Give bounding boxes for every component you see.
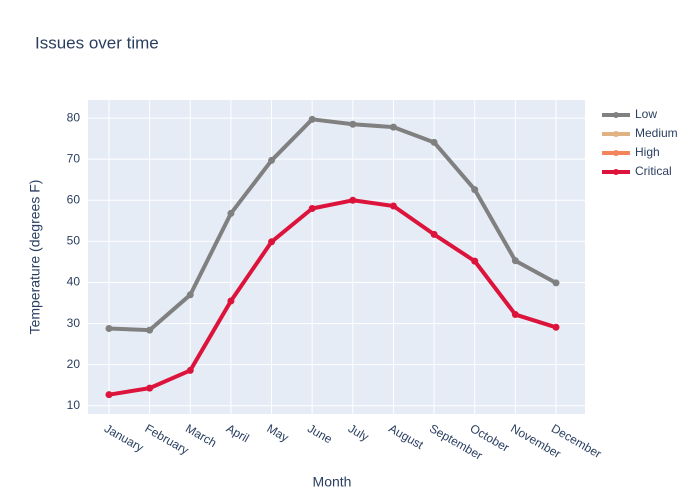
y-tick-label: 80 (67, 110, 81, 124)
x-tick-label: April (224, 421, 252, 445)
point (430, 138, 438, 146)
point (186, 291, 194, 299)
point (268, 156, 276, 164)
x-tick-label: July (346, 421, 371, 444)
point (146, 384, 154, 392)
legend-label: Low (635, 107, 657, 121)
y-tick-label: 50 (67, 234, 81, 248)
legend-marker (613, 150, 619, 156)
point (349, 120, 357, 128)
x-tick-label: January (102, 421, 146, 454)
legend-label: Medium (635, 126, 678, 140)
point (227, 297, 235, 305)
legend-marker (613, 112, 619, 118)
x-tick-label: February (143, 421, 192, 457)
chart-title: Issues over time (35, 33, 159, 52)
y-tick-label: 60 (67, 192, 81, 206)
x-tick-label: May (264, 421, 291, 444)
point (227, 209, 235, 217)
series-line (108, 117, 557, 333)
legend-marker (613, 131, 619, 137)
y-tick-label: 70 (67, 151, 81, 165)
point (308, 205, 316, 213)
y-tick-label: 40 (67, 275, 81, 289)
point (146, 326, 154, 334)
point (105, 325, 113, 333)
legend-marker (613, 169, 619, 175)
y-tick-label: 20 (67, 357, 81, 371)
point (511, 257, 519, 265)
series-line (108, 198, 557, 397)
point (471, 257, 479, 265)
point (308, 115, 316, 123)
point (105, 391, 113, 399)
x-tick-label: August (386, 421, 426, 452)
point (552, 279, 560, 287)
y-tick-label: 30 (67, 316, 81, 330)
legend-label: Critical (635, 164, 672, 178)
legend-label: High (635, 145, 660, 159)
point (430, 230, 438, 238)
point (268, 238, 276, 246)
point (389, 202, 397, 210)
plot-area (88, 100, 585, 414)
point (186, 366, 194, 374)
x-tick-label: June (305, 421, 335, 446)
point (511, 311, 519, 319)
y-tick-label: 10 (67, 398, 81, 412)
y-axis-title: Temperature (degrees F) (27, 180, 43, 335)
point (349, 196, 357, 204)
point (552, 323, 560, 331)
point (471, 186, 479, 194)
point (389, 123, 397, 131)
x-axis-title: Month (313, 474, 352, 490)
